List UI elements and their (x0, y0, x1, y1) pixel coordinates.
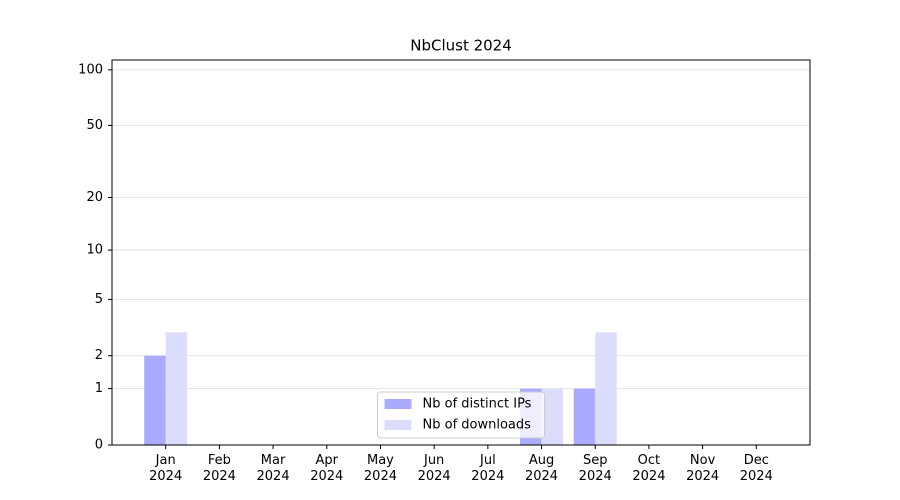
legend-box (377, 391, 545, 439)
legend: Nb of distinct IPs Nb of downloads (377, 391, 545, 439)
bar (573, 388, 596, 445)
legend-swatch (384, 399, 412, 409)
x-tick-label: Jan 2024 (149, 453, 183, 484)
bar (595, 332, 617, 445)
x-tick-label: Jun 2024 (417, 453, 451, 484)
x-tick-label: Oct 2024 (632, 453, 666, 484)
x-tick-label: May 2024 (363, 453, 397, 484)
legend-label: Nb of distinct IPs (423, 397, 532, 412)
x-tick-label: Jul 2024 (471, 453, 505, 484)
bar (541, 388, 564, 445)
legend-swatch (384, 420, 412, 430)
x-tick-label: Sep 2024 (578, 453, 612, 484)
chart-title: NbClust 2024 (410, 37, 512, 55)
y-tick-label: 100 (78, 62, 103, 77)
y-tick-label: 50 (86, 118, 103, 133)
y-tick-label: 5 (95, 292, 103, 307)
grid (112, 69, 810, 446)
bar (144, 355, 166, 445)
y-tick-label: 20 (86, 190, 103, 205)
x-tick-label: Dec 2024 (739, 453, 773, 484)
y-tick-label: 2 (95, 348, 103, 363)
y-tick-label: 1 (95, 381, 103, 396)
y-tick-label: 0 (95, 438, 103, 453)
x-tick-label: Nov 2024 (686, 453, 720, 484)
x-tick-label: Mar 2024 (256, 453, 290, 484)
legend-label: Nb of downloads (423, 418, 532, 433)
y-tick-label: 10 (86, 243, 103, 258)
x-tick-label: Aug 2024 (524, 453, 559, 484)
plot-frame (111, 59, 811, 446)
x-tick-label: Apr 2024 (310, 453, 344, 484)
bar (165, 332, 188, 445)
x-tick-label: Feb 2024 (202, 453, 236, 484)
